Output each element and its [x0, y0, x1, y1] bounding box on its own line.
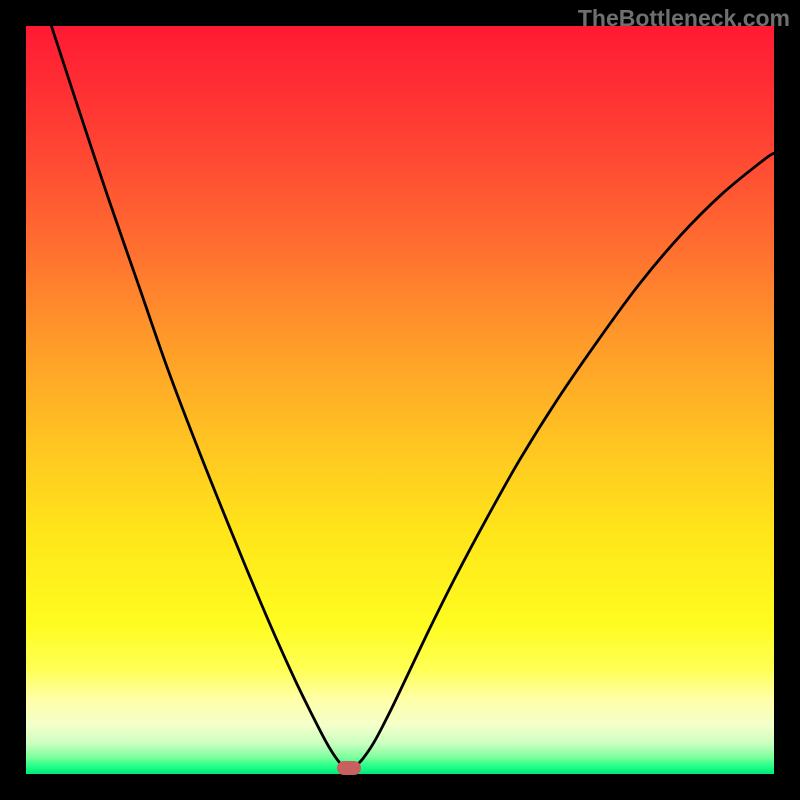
watermark-text: TheBottleneck.com: [578, 5, 790, 32]
bottleneck-curve: [26, 26, 774, 774]
plot-area: [26, 26, 774, 774]
chart-frame: TheBottleneck.com: [0, 0, 800, 800]
minimum-marker: [337, 761, 362, 776]
